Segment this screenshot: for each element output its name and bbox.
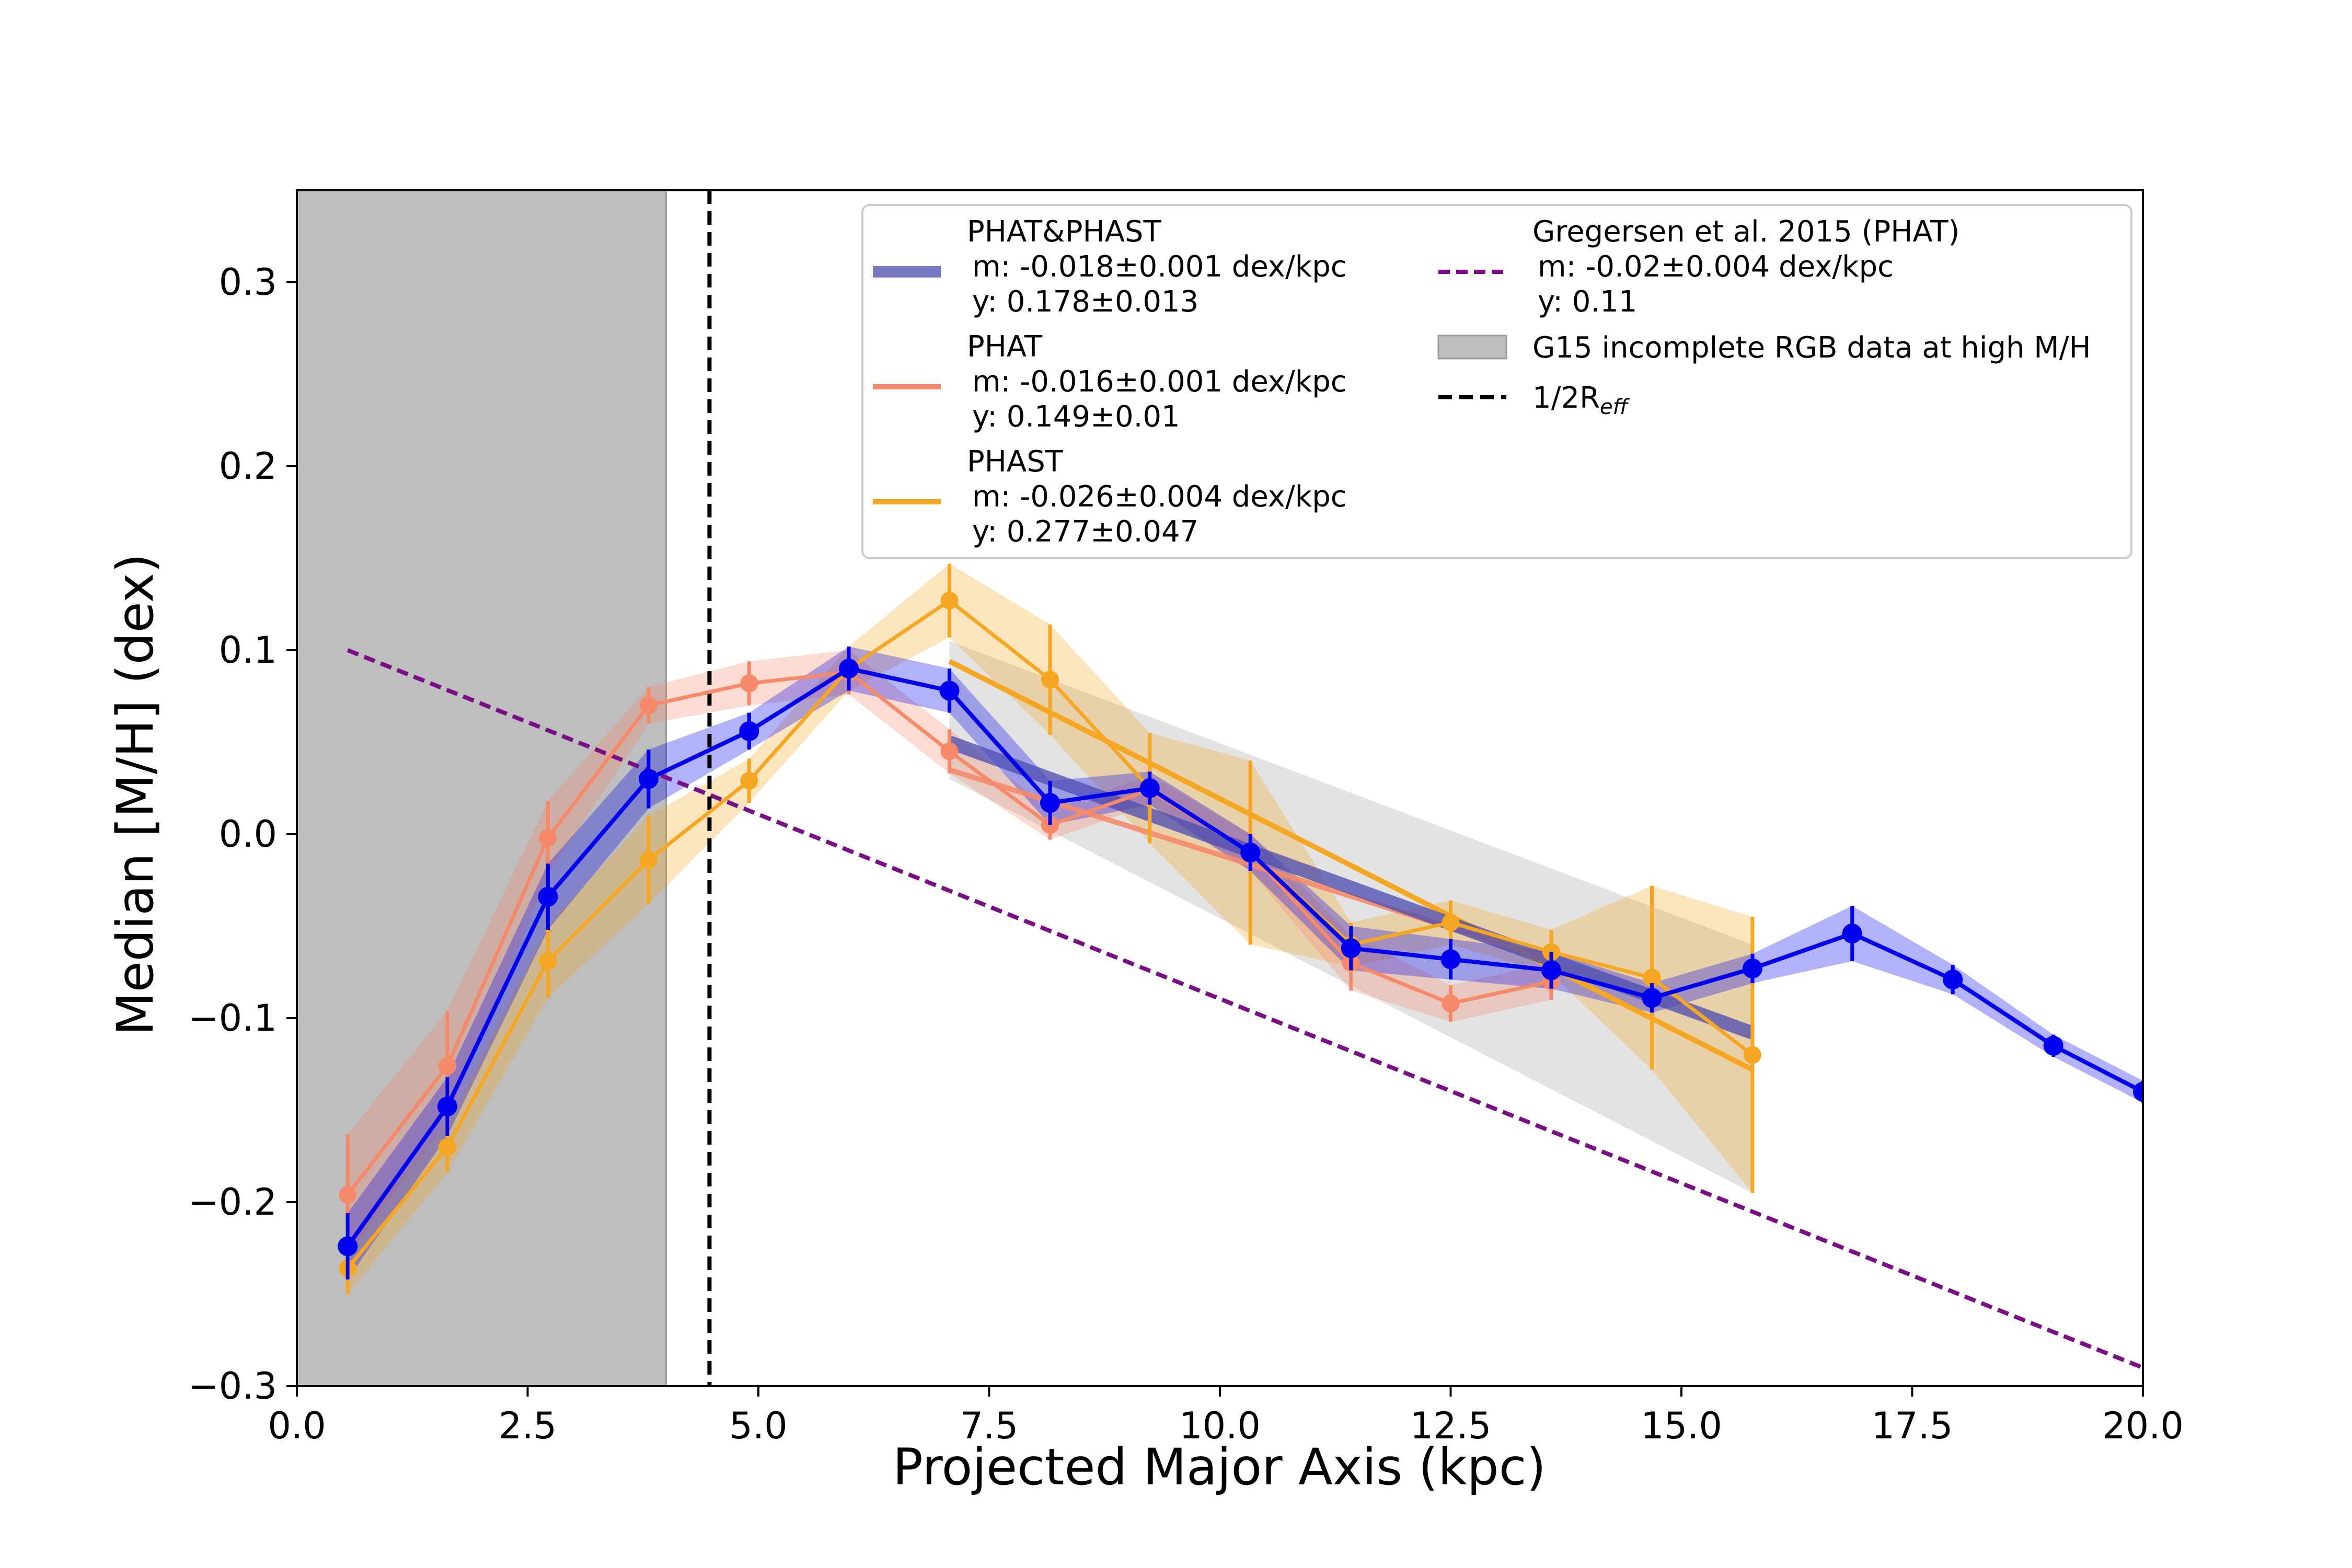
combined-data-point [1541, 960, 1561, 981]
y-tick-label: 0.2 [219, 445, 277, 488]
x-tick-label: 0.0 [268, 1404, 326, 1447]
x-tick-label: 20.0 [2102, 1404, 2184, 1447]
x-tick-label: 7.5 [960, 1404, 1018, 1447]
combined-data-point [1742, 958, 1762, 978]
combined-data-point [638, 769, 659, 789]
combined-data-point [739, 721, 759, 741]
x-tick-label: 5.0 [729, 1404, 787, 1447]
combined-data-point [1440, 949, 1461, 970]
x-tick-label: 17.5 [1872, 1404, 1953, 1447]
legend-g15-slope: m: -0.02±0.004 dex/kpc [1538, 250, 1894, 284]
y-tick-label: 0.3 [219, 261, 277, 304]
combined-data-point [1943, 970, 1963, 990]
legend-reff-main: 1/2R [1532, 381, 1600, 415]
phast-data-point [1643, 969, 1661, 987]
legend-combined-title: PHAT&PHAST [967, 215, 1161, 249]
g15-incomplete-region [297, 190, 667, 1386]
combined-data-point [839, 659, 859, 679]
combined-data-point [338, 1236, 358, 1256]
combined-data-point [1240, 843, 1261, 863]
legend-phat-title: PHAT [967, 330, 1043, 364]
y-tick-label: −0.1 [188, 997, 277, 1040]
phat-data-point [438, 1057, 456, 1075]
legend-g15-title: Gregersen et al. 2015 (PHAT) [1532, 215, 1959, 249]
legend-reff-title: 1/2Reff [1532, 381, 1630, 419]
phast-data-point [1743, 1046, 1761, 1064]
phat-data-point [639, 696, 658, 714]
legend-phast-intercept: y: 0.277±0.047 [972, 515, 1198, 549]
combined-fit-line [947, 735, 1755, 1040]
legend-phat-slope: m: -0.016±0.001 dex/kpc [972, 365, 1347, 399]
phast-fit-line [948, 659, 1754, 1073]
phast-data-point [740, 771, 758, 790]
y-tick-label: 0.1 [219, 629, 277, 672]
y-tick-label: −0.2 [188, 1181, 277, 1224]
combined-data-point [1139, 778, 1160, 798]
combined-error-band [348, 647, 2143, 1279]
combined-data-point [1341, 938, 1361, 959]
x-tick-label: 2.5 [499, 1404, 557, 1447]
phat-data-point [1442, 994, 1460, 1012]
legend-phat-intercept: y: 0.149±0.01 [972, 400, 1180, 434]
phast-data-point [639, 851, 658, 869]
legend-phast-title: PHAST [967, 445, 1064, 479]
y-tick-label: 0.0 [219, 813, 277, 856]
combined-data-point [437, 1096, 457, 1116]
plot-content [297, 190, 2143, 1386]
combined-data-point [939, 681, 960, 701]
combined-data-point [1642, 988, 1662, 1008]
legend-combined-slope: m: -0.018±0.001 dex/kpc [972, 250, 1347, 284]
combined-data-point [538, 886, 558, 907]
x-tick-label: 12.5 [1410, 1404, 1492, 1447]
x-tick-label: 10.0 [1179, 1404, 1261, 1447]
phast-data-point [438, 1138, 456, 1156]
legend-shade-title: G15 incomplete RGB data at high M/H [1532, 331, 2091, 365]
legend-box [861, 204, 2132, 559]
phat-data-point [740, 674, 758, 693]
phast-data-point [1442, 913, 1460, 931]
axes: 0.0 2.5 5.0 7.5 10.0 12.5 15.0 17.5 20.0 −0.3 −0.2… [188, 189, 2184, 1447]
legend-phast-slope: m: -0.026±0.004 dex/kpc [972, 480, 1347, 514]
combined-data-point [2133, 1081, 2143, 1102]
legend-handle-shade [1437, 335, 1507, 360]
x-axis-label: Projected Major Axis (kpc) [893, 1438, 1546, 1496]
phast-data-point [940, 591, 959, 609]
legend-reff-sub: eff [1600, 395, 1630, 419]
phat-data-point [539, 829, 557, 847]
y-axis-label: Median [M/H] (dex) [106, 554, 165, 1036]
phat-data-point [940, 742, 959, 760]
phast-data-point [539, 952, 557, 970]
legend-combined-intercept: y: 0.178±0.013 [972, 285, 1198, 319]
y-tick-label: −0.3 [188, 1365, 277, 1408]
combined-data-point [2043, 1035, 2063, 1056]
plot-area [297, 190, 2143, 1386]
combined-data-point [1842, 924, 1862, 944]
phat-data-point [339, 1185, 357, 1204]
x-tick-label: 15.0 [1641, 1404, 1722, 1447]
phast-data-point [1041, 671, 1059, 689]
combined-data-point [1040, 793, 1060, 813]
legend-g15-intercept: y: 0.11 [1538, 285, 1637, 319]
